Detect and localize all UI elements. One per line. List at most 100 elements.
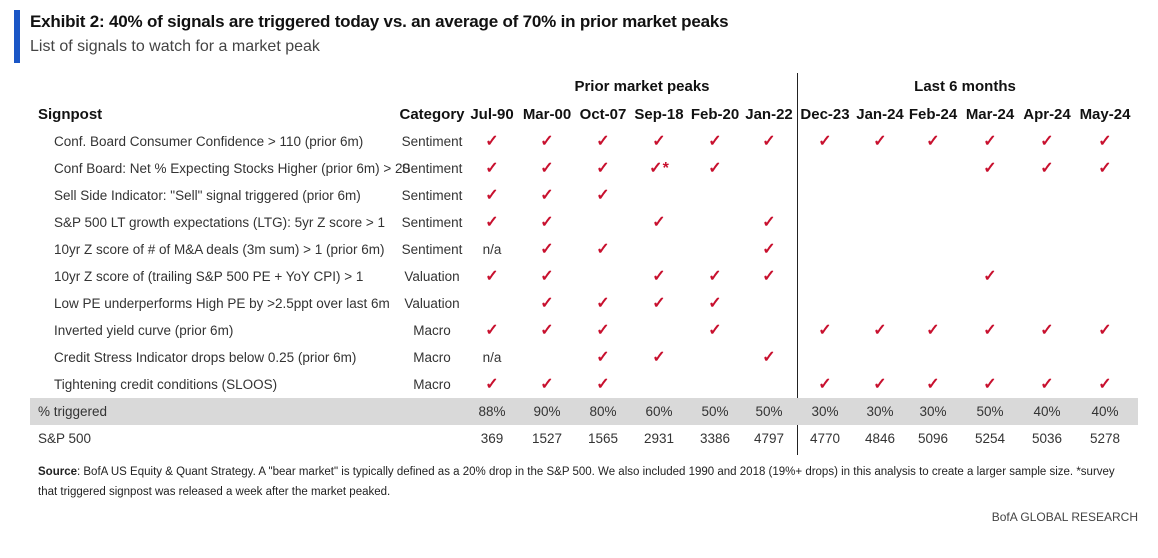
category-value: Sentiment xyxy=(401,161,463,176)
column-header-oct-07: Oct-07 xyxy=(579,106,627,123)
column-header-jan-22: Jan-22 xyxy=(745,106,793,123)
percent-triggered-value: 90% xyxy=(533,404,561,419)
check-icon: ✓ xyxy=(708,133,722,150)
check-icon: ✓ xyxy=(818,322,832,339)
percent-triggered-label: % triggered xyxy=(38,404,108,419)
signpost-name: 10yr Z score of # of M&A deals (3m sum) … xyxy=(54,242,385,257)
check-icon: ✓ xyxy=(926,322,940,339)
check-icon: ✓ xyxy=(540,187,554,204)
check-icon: ✓ xyxy=(873,376,887,393)
table-row: Tightening credit conditions (SLOOS) Macr… xyxy=(0,371,1158,398)
check-icon: ✓ xyxy=(652,133,666,150)
sp500-value: 4770 xyxy=(809,431,841,446)
percent-triggered-value: 40% xyxy=(1033,404,1061,419)
signpost-name: Inverted yield curve (prior 6m) xyxy=(54,323,234,338)
check-icon: ✓ xyxy=(596,241,610,258)
check-icon: ✓* xyxy=(649,160,669,177)
signpost-header: Signpost xyxy=(38,106,103,123)
table-row: Conf Board: Net % Expecting Stocks Highe… xyxy=(0,155,1158,182)
group-header-last-6-months: Last 6 months xyxy=(914,78,1016,95)
check-icon: ✓ xyxy=(983,133,997,150)
category-value: Sentiment xyxy=(401,134,463,149)
column-header-may-24: May-24 xyxy=(1079,106,1131,123)
signpost-name: Conf Board: Net % Expecting Stocks Highe… xyxy=(54,161,411,176)
check-icon: ✓ xyxy=(1040,160,1054,177)
period-divider xyxy=(797,73,798,455)
sp500-value: 4797 xyxy=(753,431,785,446)
category-value: Macro xyxy=(413,377,451,392)
check-icon: ✓ xyxy=(762,268,776,285)
check-icon: ✓ xyxy=(1040,322,1054,339)
check-icon: ✓ xyxy=(1098,133,1112,150)
column-header-feb-24: Feb-24 xyxy=(908,106,958,123)
table-row: 10yr Z score of (trailing S&P 500 PE + Y… xyxy=(0,263,1158,290)
sp500-value: 2931 xyxy=(643,431,675,446)
check-icon: ✓ xyxy=(1098,160,1112,177)
category-value: Sentiment xyxy=(401,188,463,203)
check-icon: ✓ xyxy=(983,160,997,177)
percent-triggered-value: 50% xyxy=(755,404,783,419)
group-header-prior-peaks: Prior market peaks xyxy=(574,78,710,95)
check-icon: ✓ xyxy=(596,295,610,312)
signpost-name: Credit Stress Indicator drops below 0.25… xyxy=(54,350,357,365)
accent-bar xyxy=(14,10,20,63)
percent-triggered-row-background xyxy=(30,398,1138,425)
column-header-feb-20: Feb-20 xyxy=(690,106,740,123)
sp500-value: 3386 xyxy=(699,431,731,446)
check-icon: ✓ xyxy=(818,133,832,150)
check-icon: ✓ xyxy=(652,214,666,231)
signpost-name: Sell Side Indicator: "Sell" signal trigg… xyxy=(54,188,361,203)
check-icon: ✓ xyxy=(708,268,722,285)
check-icon: ✓ xyxy=(540,214,554,231)
source-note: Source: BofA US Equity & Quant Strategy.… xyxy=(38,462,1128,502)
category-header: Category xyxy=(399,106,465,123)
category-value: Valuation xyxy=(404,296,460,311)
check-icon: ✓ xyxy=(818,376,832,393)
signpost-name: Low PE underperforms High PE by >2.5ppt … xyxy=(54,296,390,311)
check-icon: ✓ xyxy=(1040,133,1054,150)
table-row: Sell Side Indicator: "Sell" signal trigg… xyxy=(0,182,1158,209)
check-icon: ✓ xyxy=(652,295,666,312)
category-value: Valuation xyxy=(404,269,460,284)
check-icon: ✓ xyxy=(762,133,776,150)
check-icon: ✓ xyxy=(540,295,554,312)
column-header-apr-24: Apr-24 xyxy=(1023,106,1071,123)
check-icon: ✓ xyxy=(596,376,610,393)
category-value: Macro xyxy=(413,323,451,338)
sp500-value: 5096 xyxy=(917,431,949,446)
sp500-value: 4846 xyxy=(864,431,896,446)
percent-triggered-value: 30% xyxy=(866,404,894,419)
column-header-sep-18: Sep-18 xyxy=(634,106,684,123)
check-icon: ✓ xyxy=(926,376,940,393)
table-row: Low PE underperforms High PE by >2.5ppt … xyxy=(0,290,1158,317)
check-icon: ✓ xyxy=(708,295,722,312)
check-icon: ✓ xyxy=(873,322,887,339)
check-icon: ✓ xyxy=(485,160,499,177)
column-header-jul-90: Jul-90 xyxy=(470,106,514,123)
check-icon: ✓ xyxy=(485,376,499,393)
percent-triggered-value: 30% xyxy=(919,404,947,419)
table-row: 10yr Z score of # of M&A deals (3m sum) … xyxy=(0,236,1158,263)
check-icon: ✓ xyxy=(708,160,722,177)
source-text: : BofA US Equity & Quant Strategy. A "be… xyxy=(38,466,1115,498)
signpost-name: 10yr Z score of (trailing S&P 500 PE + Y… xyxy=(54,269,364,284)
sp500-label: S&P 500 xyxy=(38,431,92,446)
sp500-value: 1565 xyxy=(587,431,619,446)
check-icon: ✓ xyxy=(762,214,776,231)
check-icon: ✓ xyxy=(596,187,610,204)
check-icon: ✓ xyxy=(983,322,997,339)
percent-triggered-value: 40% xyxy=(1091,404,1119,419)
check-icon: ✓ xyxy=(540,376,554,393)
percent-triggered-value: 30% xyxy=(811,404,839,419)
column-header-mar-00: Mar-00 xyxy=(522,106,572,123)
table-row: Conf. Board Consumer Confidence > 110 (p… xyxy=(0,128,1158,155)
check-icon: ✓ xyxy=(540,322,554,339)
column-header-jan-24: Jan-24 xyxy=(856,106,904,123)
percent-triggered-value: 50% xyxy=(701,404,729,419)
exhibit-title: Exhibit 2: 40% of signals are triggered … xyxy=(30,12,729,31)
check-icon: ✓ xyxy=(1098,376,1112,393)
percent-triggered-value: 80% xyxy=(589,404,617,419)
category-value: Sentiment xyxy=(401,215,463,230)
sp500-value: 5278 xyxy=(1089,431,1121,446)
table-row: S&P 500 LT growth expectations (LTG): 5y… xyxy=(0,209,1158,236)
